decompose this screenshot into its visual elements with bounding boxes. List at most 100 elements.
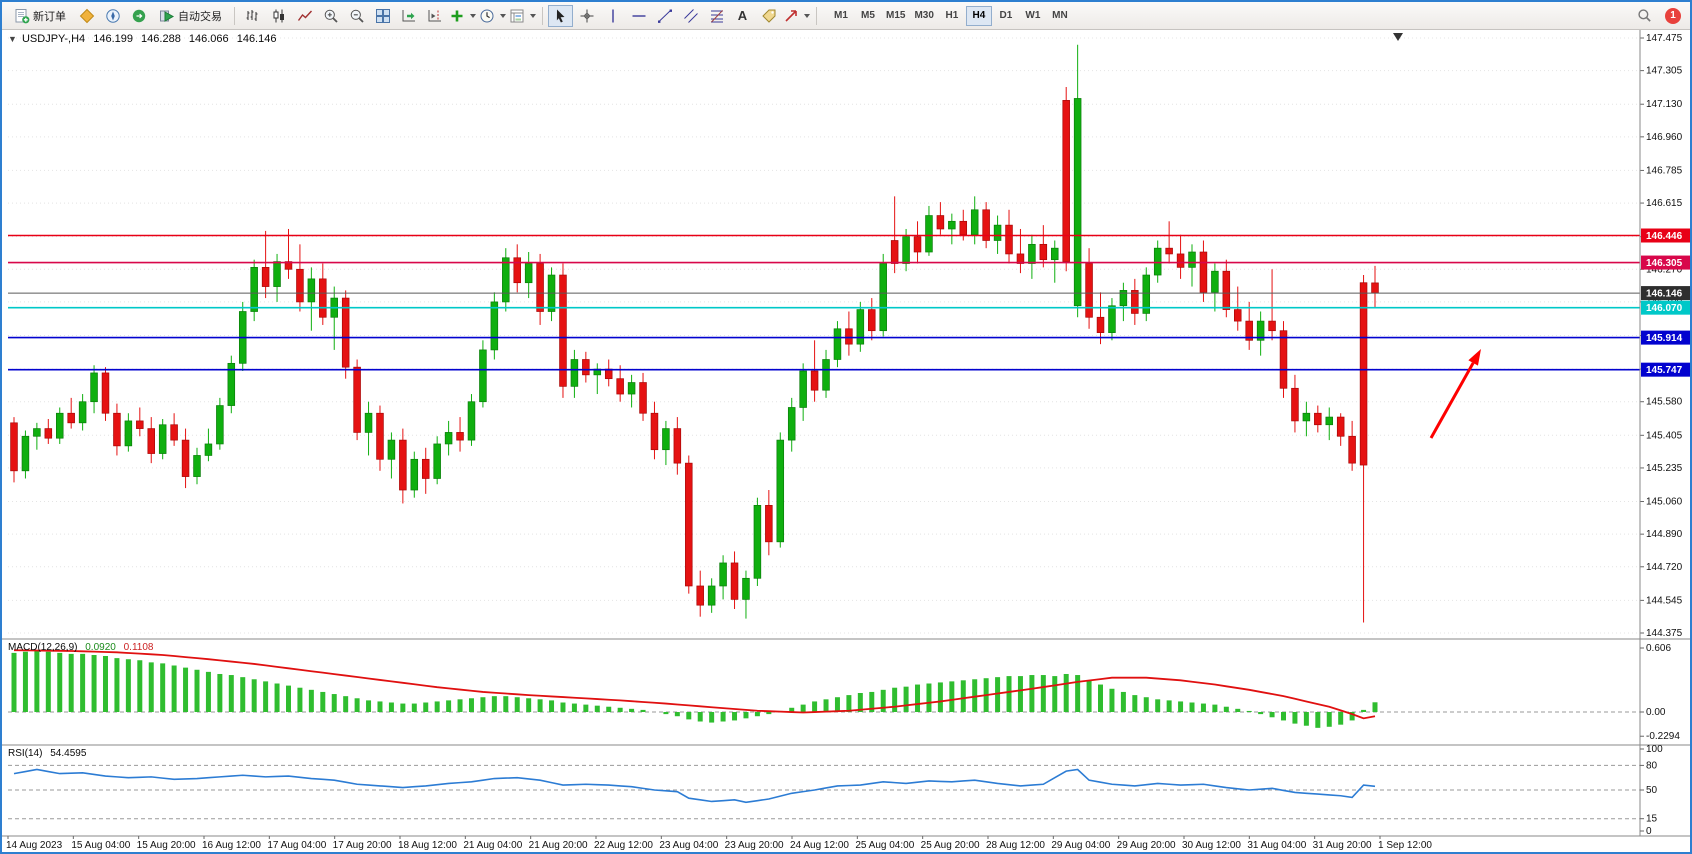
terminal-icon (132, 9, 145, 22)
horizontal-level-146.446[interactable]: 146.446 (8, 228, 1691, 243)
horizontal-level-146.070[interactable]: 146.070 (8, 300, 1691, 315)
svg-text:15 Aug 04:00: 15 Aug 04:00 (71, 840, 130, 851)
navigator-icon (105, 8, 120, 23)
timeframe-M15[interactable]: M15 (882, 6, 909, 26)
auto-scroll-icon (402, 9, 415, 21)
svg-text:146.785: 146.785 (1646, 165, 1683, 176)
timeframe-H4[interactable]: H4 (965, 5, 992, 26)
cursor-tool-button[interactable] (548, 4, 573, 27)
horizontal-line-tool-button[interactable] (626, 5, 651, 27)
svg-text:15 Aug 20:00: 15 Aug 20:00 (137, 840, 196, 851)
horizontal-level-145.914[interactable]: 145.914 (8, 330, 1691, 345)
trend-arrow-annotation[interactable] (1429, 349, 1481, 439)
svg-text:22 Aug 12:00: 22 Aug 12:00 (594, 840, 653, 851)
vertical-line-tool-button[interactable] (600, 5, 625, 27)
text-tool-icon: A (737, 8, 748, 23)
svg-text:0.606: 0.606 (1646, 643, 1671, 654)
svg-text:146.270: 146.270 (1646, 264, 1683, 275)
search-button[interactable] (1632, 5, 1657, 27)
timeframe-W1[interactable]: W1 (1020, 6, 1046, 26)
chart-shift-button[interactable] (422, 5, 447, 27)
timeframe-toolbar: M1 M5 M15 M30 H1 H4 D1 W1 MN (828, 5, 1073, 26)
horizontal-level-145.747[interactable]: 145.747 (8, 362, 1691, 377)
new-order-button[interactable]: 新订单 (7, 5, 73, 27)
svg-text:30 Aug 12:00: 30 Aug 12:00 (1182, 840, 1241, 851)
market-watch-button[interactable] (74, 5, 99, 27)
svg-text:29 Aug 04:00: 29 Aug 04:00 (1051, 840, 1110, 851)
text-label-icon (761, 9, 775, 23)
svg-text:28 Aug 12:00: 28 Aug 12:00 (986, 840, 1045, 851)
text-tool-button[interactable]: A (730, 5, 755, 27)
line-chart-mode-button[interactable] (292, 5, 317, 27)
svg-text:147.475: 147.475 (1646, 33, 1683, 44)
candlestick-mode-button[interactable] (266, 5, 291, 27)
timeframe-M5[interactable]: M5 (855, 6, 881, 26)
horizontal-level-146.305[interactable]: 146.305 (8, 255, 1691, 270)
svg-text:31 Aug 04:00: 31 Aug 04:00 (1247, 840, 1306, 851)
dropdown-arrow-icon (500, 13, 506, 18)
zoom-out-button[interactable] (344, 5, 369, 27)
svg-text:29 Aug 20:00: 29 Aug 20:00 (1117, 840, 1176, 851)
time-axis: 14 Aug 2023 15 Aug 04:00 15 Aug 20:00 16 Au… (6, 836, 1432, 851)
indicators-add-icon (451, 10, 463, 21)
svg-text:25 Aug 20:00: 25 Aug 20:00 (921, 840, 980, 851)
svg-text:144.545: 144.545 (1646, 595, 1683, 606)
periods-button[interactable] (478, 5, 507, 27)
crosshair-tool-button[interactable] (574, 5, 599, 27)
one-click-trading-toggle[interactable]: ▼ (8, 34, 17, 44)
indicators-button[interactable] (448, 5, 477, 27)
zoom-in-button[interactable] (318, 5, 343, 27)
macd-main-value: 0.0920 (85, 642, 116, 653)
toolbar-separator (542, 6, 543, 25)
bar-chart-mode-button[interactable] (240, 5, 265, 27)
dropdown-arrow-icon (804, 13, 810, 18)
svg-text:21 Aug 20:00: 21 Aug 20:00 (529, 840, 588, 851)
candlestick-chart-icon (273, 9, 284, 22)
notification-badge[interactable]: 1 (1665, 7, 1681, 24)
text-label-tool-button[interactable] (756, 5, 781, 27)
fibonacci-icon (710, 9, 723, 22)
svg-text:18 Aug 12:00: 18 Aug 12:00 (398, 840, 457, 851)
timeframe-D1[interactable]: D1 (993, 6, 1019, 26)
svg-text:145.405: 145.405 (1646, 430, 1683, 441)
timeframe-MN[interactable]: MN (1047, 6, 1073, 26)
timeframe-M30[interactable]: M30 (910, 6, 937, 26)
search-icon (1638, 9, 1651, 22)
chart-header: ▼ USDJPY-,H4 146.199 146.288 146.066 146… (8, 33, 281, 45)
zoom-in-icon (324, 9, 338, 23)
price-grid (8, 37, 1644, 634)
svg-text:146.446: 146.446 (1646, 231, 1683, 242)
timeframe-M1[interactable]: M1 (828, 6, 854, 26)
navigator-button[interactable] (100, 5, 125, 27)
rsi-panel-label: RSI(14) 54.4595 (8, 748, 91, 759)
chart-shift-marker[interactable] (1393, 33, 1403, 41)
main-toolbar: 新订单 自动交易 (2, 2, 1690, 30)
auto-scroll-button[interactable] (396, 5, 421, 27)
arrow-tool-icon (785, 9, 797, 22)
svg-text:147.130: 147.130 (1646, 99, 1683, 110)
rsi-label: RSI(14) (8, 748, 43, 759)
terminal-button[interactable] (126, 5, 151, 27)
trendline-tool-button[interactable] (652, 5, 677, 27)
arrows-tool-button[interactable] (782, 5, 811, 27)
channel-icon (683, 8, 698, 23)
line-chart-icon (297, 10, 312, 21)
tile-windows-button[interactable] (370, 5, 395, 27)
templates-icon (510, 9, 524, 22)
rsi-line (13, 768, 1376, 804)
svg-text:146.615: 146.615 (1646, 198, 1683, 209)
svg-text:23 Aug 20:00: 23 Aug 20:00 (725, 840, 784, 851)
macd-panel-label: MACD(12,26,9) 0.0920 0.1108 (8, 642, 158, 653)
dropdown-arrow-icon (470, 13, 476, 18)
timeframe-H1[interactable]: H1 (939, 6, 965, 26)
candlestick-series (10, 44, 1379, 623)
cursor-icon (556, 9, 564, 22)
toolbar-right-group: 1 (1632, 5, 1685, 27)
auto-trading-button[interactable]: 自动交易 (152, 5, 229, 27)
fibonacci-tool-button[interactable] (704, 5, 729, 27)
current-price-line[interactable]: 146.146 (8, 286, 1691, 301)
templates-button[interactable] (508, 5, 537, 27)
ohlc-high: 146.288 (141, 33, 181, 45)
channel-tool-button[interactable] (678, 5, 703, 27)
